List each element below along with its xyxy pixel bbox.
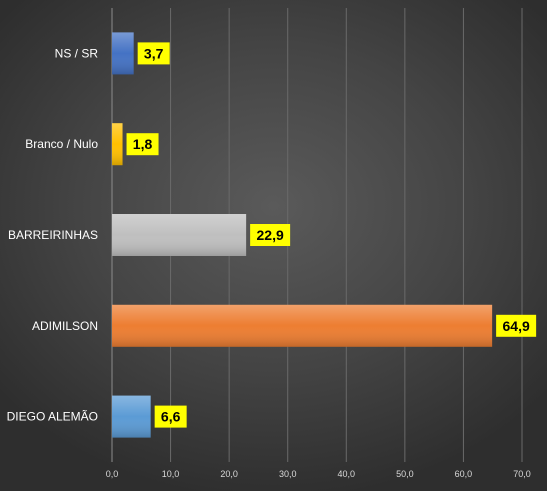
x-tick-label: 60,0 [455,469,473,479]
category-label: Branco / Nulo [25,137,98,151]
bar-shading-2 [112,214,247,256]
bars [112,32,493,438]
x-tick-label: 20,0 [220,469,238,479]
bar-shading-3 [112,304,493,347]
x-tick-label: 50,0 [396,469,414,479]
data-label-box [496,314,537,337]
x-tick-label: 30,0 [279,469,297,479]
data-label-box [126,133,159,156]
data-label: 1,8 [133,136,153,152]
data-label-box [137,42,170,65]
data-label: 6,6 [161,409,181,425]
data-label-box [154,405,187,428]
category-label: NS / SR [55,46,99,60]
x-tick-label: 40,0 [338,469,356,479]
bar-shading-0 [112,32,134,75]
x-axis-tick-labels: 0,0 10,0 20,0 30,0 40,0 50,0 60,0 70,0 [106,469,531,479]
data-label: 64,9 [503,318,530,334]
x-tick-label: 70,0 [513,469,531,479]
category-label: DIEGO ALEMÃO [7,410,98,424]
category-label: BARREIRINHAS [8,228,98,242]
category-labels: NS / SR Branco / Nulo BARREIRINHAS ADIMILSO… [7,46,99,423]
data-label-box [250,224,291,246]
bar-shading-1 [112,123,123,166]
data-label: 3,7 [144,45,164,61]
x-tick-label: 0,0 [106,469,119,479]
category-label: ADIMILSON [32,319,98,333]
data-label: 22,9 [257,227,284,243]
data-labels: 3,7 1,8 22,9 64,9 6,6 [126,42,537,428]
bar-shading-4 [112,395,151,438]
x-tick-label: 10,0 [162,469,180,479]
